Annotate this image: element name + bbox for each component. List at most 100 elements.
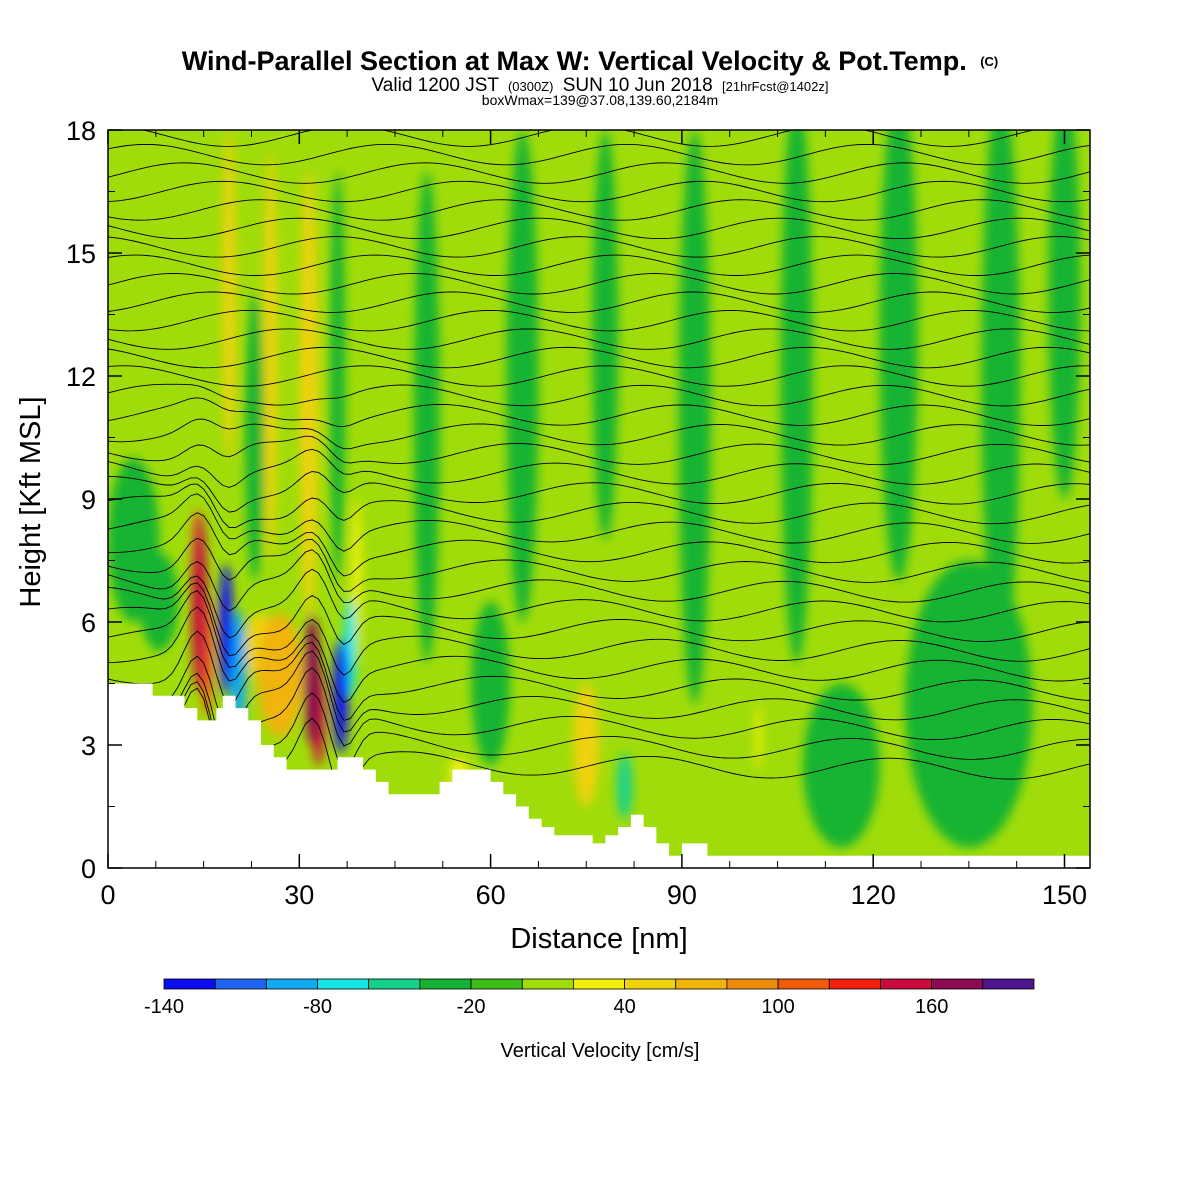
plot-area bbox=[108, 130, 1090, 868]
theta-contour bbox=[108, 199, 1090, 221]
w-cell bbox=[245, 294, 265, 581]
theta-contour bbox=[108, 448, 1090, 488]
theta-contour bbox=[108, 435, 1090, 466]
w-cell bbox=[616, 753, 633, 819]
colorbar bbox=[163, 978, 1035, 990]
valid-prefix: Valid 1200 JST bbox=[372, 75, 500, 96]
colorbar-swatch bbox=[214, 978, 267, 990]
colorbar-swatch bbox=[265, 978, 318, 990]
y-tick-label: 18 bbox=[66, 116, 96, 146]
w-cell bbox=[592, 130, 619, 540]
x-tick-label: 0 bbox=[100, 880, 115, 910]
colorbar-tick-label: -140 bbox=[144, 996, 184, 1018]
w-cell bbox=[879, 130, 918, 581]
theta-contour bbox=[108, 180, 1090, 203]
colorbar-swatch bbox=[368, 978, 421, 990]
valid-date: SUN 10 Jun 2018 bbox=[563, 75, 713, 96]
theta-contour bbox=[108, 254, 1090, 276]
chart-title-main: Wind-Parallel Section at Max W: Vertical… bbox=[182, 46, 967, 76]
theta-contour bbox=[108, 630, 1090, 721]
theta-contour bbox=[108, 667, 1090, 764]
x-axis-label: Distance [nm] bbox=[510, 923, 687, 955]
colorbar-title: Vertical Velocity [cm/s] bbox=[501, 1040, 700, 1062]
w-cell bbox=[803, 683, 880, 848]
theta-contour bbox=[108, 236, 1090, 258]
w-cell bbox=[139, 552, 179, 651]
colorbar-swatch bbox=[317, 978, 370, 990]
w-cell bbox=[303, 613, 321, 746]
y-axis: 0 3 6 9 12 15 18 bbox=[66, 116, 1090, 884]
w-cell bbox=[905, 560, 1033, 848]
x-tick-label: 120 bbox=[851, 880, 896, 910]
colorbar-tick-label: 160 bbox=[915, 996, 948, 1018]
w-cell bbox=[264, 150, 277, 561]
y-tick-label: 12 bbox=[66, 362, 96, 392]
theta-contour bbox=[108, 582, 1090, 657]
w-cell bbox=[222, 130, 236, 458]
theta-contour bbox=[108, 471, 1090, 513]
colorbar-swatch bbox=[931, 978, 984, 990]
terrain-mask bbox=[108, 683, 1090, 868]
w-cell bbox=[471, 601, 510, 766]
theta-contour bbox=[108, 291, 1090, 313]
valid-zulu: (0300Z) bbox=[508, 79, 554, 94]
colorbar-swatch bbox=[624, 978, 677, 990]
w-cell bbox=[218, 564, 233, 696]
x-tick-label: 90 bbox=[667, 880, 697, 910]
y-tick-label: 0 bbox=[81, 854, 96, 884]
colorbar-swatch bbox=[777, 978, 830, 990]
x-tick-label: 150 bbox=[1042, 880, 1087, 910]
colorbar-swatch bbox=[419, 978, 472, 990]
forecast-tag: [21hrFcst@1402z] bbox=[722, 79, 828, 94]
y-tick-label: 6 bbox=[81, 608, 96, 638]
chart-subtitle-box: boxWmax=139@37.08,139.60,2184m bbox=[482, 92, 718, 108]
theta-contour bbox=[108, 383, 1090, 407]
theta-contour bbox=[108, 418, 1090, 450]
theta-contour bbox=[108, 143, 1090, 166]
colorbar-tick-label: -80 bbox=[303, 996, 332, 1018]
w-cell bbox=[981, 130, 1020, 663]
theta-contour bbox=[108, 217, 1090, 240]
theta-contour bbox=[108, 549, 1090, 612]
colorbar-swatch bbox=[521, 978, 574, 990]
theta-contour bbox=[108, 606, 1090, 703]
theta-contour bbox=[108, 328, 1090, 350]
w-cell bbox=[333, 638, 349, 754]
colorbar-swatch bbox=[880, 978, 933, 990]
colorbar-swatch bbox=[675, 978, 728, 990]
theta-contour bbox=[108, 162, 1090, 184]
x-axis: 0 30 60 90 120 150 bbox=[100, 130, 1087, 910]
colorbar-swatch bbox=[163, 978, 216, 990]
colorbar-swatch bbox=[573, 978, 625, 990]
theta-contour bbox=[108, 365, 1090, 387]
chart-title: Wind-Parallel Section at Max W: Vertical… bbox=[182, 46, 999, 76]
x-tick-label: 60 bbox=[476, 880, 506, 910]
colorbar-tick-label: -20 bbox=[457, 996, 486, 1018]
theta-contour bbox=[108, 309, 1090, 332]
chart-subtitle-valid: Valid 1200 JST (0300Z) SUN 10 Jun 2018 [… bbox=[372, 75, 829, 96]
colorbar-tick-label: 100 bbox=[761, 996, 794, 1018]
theta-contour bbox=[108, 346, 1090, 369]
chart-title-suffix: (C) bbox=[980, 54, 998, 69]
w-cell bbox=[506, 130, 539, 622]
vertical-velocity-field bbox=[108, 130, 1081, 848]
w-cell bbox=[678, 130, 711, 704]
theta-contour bbox=[108, 273, 1090, 295]
y-axis-label: Height [Kft MSL] bbox=[15, 396, 47, 607]
theta-contour bbox=[108, 493, 1090, 552]
y-tick-label: 3 bbox=[81, 731, 96, 761]
theta-contour bbox=[108, 397, 1090, 428]
y-tick-label: 15 bbox=[66, 239, 96, 269]
w-cell bbox=[191, 511, 207, 692]
theta-contour bbox=[108, 512, 1090, 577]
theta-contour bbox=[108, 483, 1090, 529]
colorbar-swatch bbox=[726, 978, 779, 990]
potential-temperature-contours bbox=[108, 130, 1090, 800]
w-cell bbox=[414, 171, 440, 663]
theta-contour bbox=[108, 568, 1090, 639]
colorbar-tick-label: 40 bbox=[613, 996, 635, 1018]
x-tick-label: 30 bbox=[284, 880, 314, 910]
theta-contour bbox=[108, 590, 1090, 676]
w-cell bbox=[257, 613, 304, 737]
